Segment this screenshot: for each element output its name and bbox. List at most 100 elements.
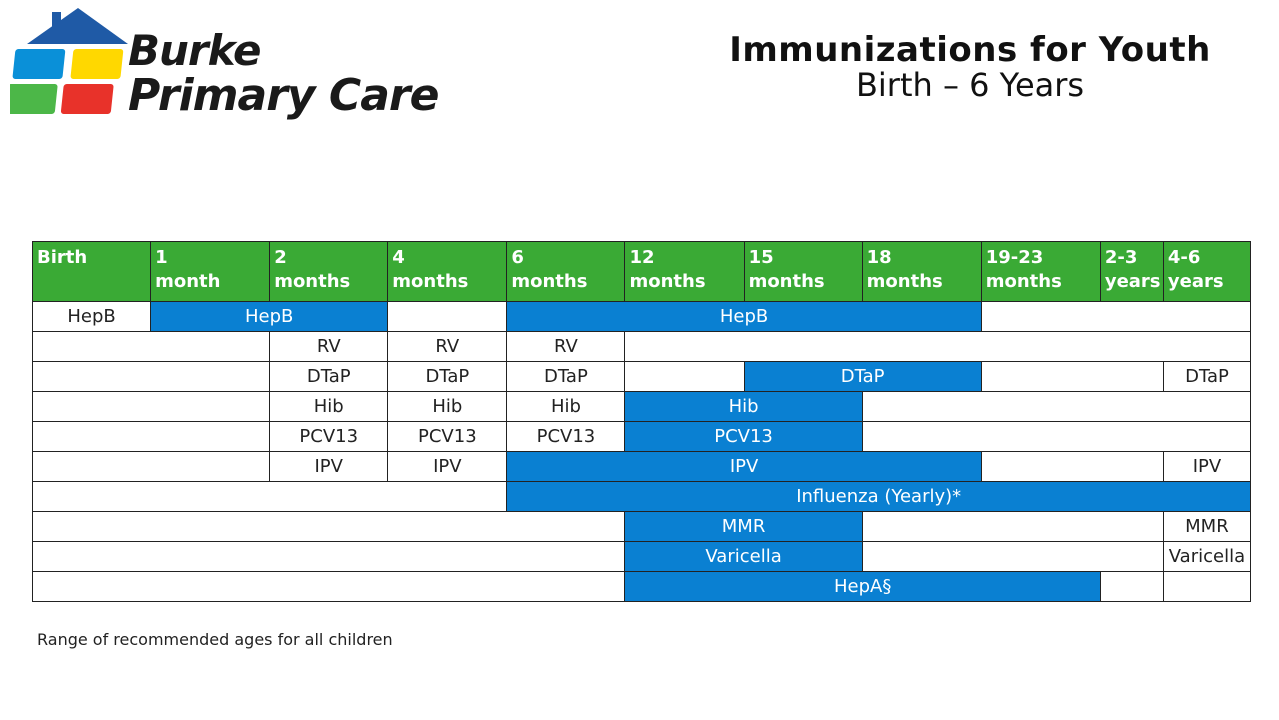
range-cell: HepA§ bbox=[624, 571, 1101, 602]
dose-cell bbox=[387, 301, 508, 332]
range-cell: DTaP bbox=[743, 361, 982, 392]
dose-cell: PCV13 bbox=[387, 421, 508, 452]
dose-cell: DTaP bbox=[269, 361, 389, 392]
dose-cell bbox=[980, 451, 1164, 482]
column-header-line2: years bbox=[1167, 271, 1224, 292]
dose-cell: Varicella bbox=[1162, 541, 1252, 572]
range-cell: HepB bbox=[506, 301, 982, 332]
dose-cell bbox=[624, 331, 1251, 362]
table-row: Influenza (Yearly)* bbox=[31, 481, 1251, 512]
title-main: Immunizations for Youth bbox=[729, 30, 1211, 70]
dose-cell bbox=[980, 301, 1252, 332]
dose-cell: RV bbox=[387, 331, 508, 362]
column-header-line2: months bbox=[748, 271, 825, 292]
table-row: HepB HepB HepB bbox=[31, 301, 1252, 332]
range-cell: Varicella bbox=[624, 541, 863, 572]
column-header-line1: 1 bbox=[155, 247, 168, 268]
column-header-line1: 2-3 bbox=[1104, 247, 1138, 268]
dose-cell bbox=[31, 511, 626, 542]
dose-cell bbox=[31, 421, 271, 452]
column-header-line2: months bbox=[985, 271, 1062, 292]
column-header-line1: 12 bbox=[629, 247, 655, 268]
range-cell: MMR bbox=[624, 511, 863, 542]
table-row: HepA§ bbox=[31, 571, 1252, 602]
dose-cell: RV bbox=[269, 331, 389, 362]
column-header: 18 months bbox=[861, 241, 982, 302]
column-header: 2 months bbox=[269, 241, 389, 302]
table-row: IPV IPV IPV IPV bbox=[31, 451, 1252, 482]
column-header: 1 month bbox=[150, 241, 271, 302]
dose-cell bbox=[31, 361, 271, 392]
dose-cell: DTaP bbox=[506, 361, 626, 392]
table-row: Hib Hib Hib Hib bbox=[31, 391, 1252, 422]
range-cell: HepB bbox=[150, 301, 389, 332]
dose-cell bbox=[980, 361, 1164, 392]
column-header-line2: months bbox=[511, 271, 588, 292]
range-cell: IPV bbox=[506, 451, 982, 482]
table-row: MMR MMR bbox=[31, 511, 1252, 542]
dose-cell bbox=[861, 511, 1164, 542]
dose-cell bbox=[31, 481, 508, 512]
page-title: Immunizations for Youth Birth – 6 Years bbox=[720, 30, 1220, 104]
range-cell: Influenza (Yearly)* bbox=[506, 481, 1251, 512]
column-header: 2-3 years bbox=[1099, 241, 1164, 302]
column-header: 6 months bbox=[506, 241, 626, 302]
brand-line1: Burke bbox=[128, 26, 262, 75]
dose-cell: PCV13 bbox=[269, 421, 389, 452]
dose-cell: Hib bbox=[269, 391, 389, 422]
dose-cell bbox=[624, 361, 745, 392]
burke-primary-care-logo: Burke Primary Care bbox=[10, 6, 450, 126]
column-header-line1: Birth bbox=[37, 247, 88, 268]
column-header-line1: 4 bbox=[392, 247, 405, 268]
column-header: Birth bbox=[31, 241, 152, 302]
column-header-line2: months bbox=[629, 271, 706, 292]
brand-line2: Primary Care bbox=[128, 70, 439, 121]
dose-cell: DTaP bbox=[387, 361, 508, 392]
dose-cell: Hib bbox=[506, 391, 626, 422]
dose-cell bbox=[861, 421, 1252, 452]
table-row: RV RV RV bbox=[31, 331, 1251, 362]
column-header-line1: 4-6 bbox=[1167, 247, 1201, 268]
table-row: Varicella Varicella bbox=[31, 541, 1252, 572]
column-header-line2: years bbox=[1104, 271, 1161, 292]
dose-cell: IPV bbox=[387, 451, 508, 482]
column-header: 19-23 months bbox=[980, 241, 1101, 302]
column-header-line2: months bbox=[392, 271, 469, 292]
column-header: 15 months bbox=[743, 241, 863, 302]
dose-cell bbox=[861, 391, 1252, 422]
range-cell: Hib bbox=[624, 391, 863, 422]
dose-cell bbox=[861, 541, 1164, 572]
dose-cell: IPV bbox=[269, 451, 389, 482]
dose-cell: Hib bbox=[387, 391, 508, 422]
column-header-line1: 19-23 bbox=[985, 247, 1044, 268]
dose-cell bbox=[31, 451, 271, 482]
column-header-line2: month bbox=[155, 271, 221, 292]
table-row: DTaP DTaP DTaP DTaP DTaP bbox=[31, 361, 1252, 392]
column-header-line1: 6 bbox=[511, 247, 524, 268]
immunization-schedule-table: Birth 1 month 2 months 4 months 6 months 12 months… bbox=[31, 241, 1252, 602]
range-cell: PCV13 bbox=[624, 421, 863, 452]
dose-cell bbox=[1162, 571, 1252, 602]
dose-cell bbox=[1099, 571, 1164, 602]
dose-cell: DTaP bbox=[1162, 361, 1252, 392]
house-icon bbox=[10, 8, 128, 114]
column-header-line2: months bbox=[866, 271, 943, 292]
column-header-line1: 2 bbox=[274, 247, 287, 268]
dose-cell bbox=[31, 571, 626, 602]
title-sub: Birth – 6 Years bbox=[855, 66, 1085, 104]
column-header: 12 months bbox=[624, 241, 745, 302]
dose-cell: RV bbox=[506, 331, 626, 362]
column-header-line2: months bbox=[274, 271, 351, 292]
dose-cell bbox=[31, 331, 271, 362]
column-header-line1: 18 bbox=[866, 247, 892, 268]
dose-cell bbox=[31, 541, 626, 572]
legend-note: Range of recommended ages for all childr… bbox=[37, 630, 393, 649]
dose-cell: MMR bbox=[1162, 511, 1252, 542]
dose-cell bbox=[31, 391, 271, 422]
dose-cell: HepB bbox=[31, 301, 152, 332]
column-header: 4 months bbox=[387, 241, 508, 302]
header-row: Birth 1 month 2 months 4 months 6 months 12 months… bbox=[31, 241, 1252, 302]
dose-cell: PCV13 bbox=[506, 421, 626, 452]
table-row: PCV13 PCV13 PCV13 PCV13 bbox=[31, 421, 1252, 452]
column-header-line1: 15 bbox=[748, 247, 774, 268]
